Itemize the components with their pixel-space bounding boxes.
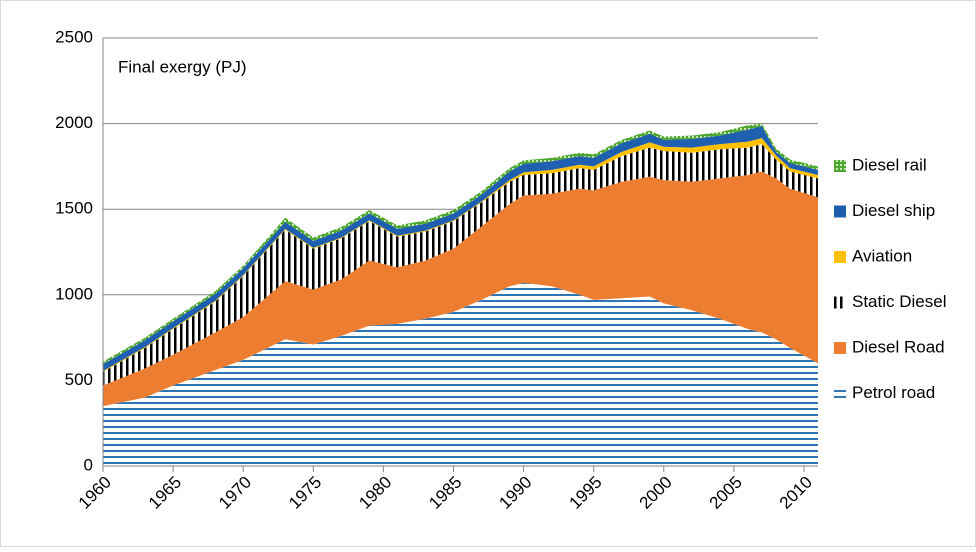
legend-swatch [834,251,846,263]
y-tick-label: 0 [84,455,93,474]
area [103,144,818,386]
area [103,171,818,407]
legend-swatch [834,387,846,400]
y-tick-label: 1000 [55,284,93,303]
legend-label: Static Diesel [852,292,946,311]
y-tick-label: 1500 [55,199,93,218]
y-tick-label: 2500 [55,27,93,46]
annotation: Final exergy (PJ) [118,57,246,76]
legend-label: Petrol road [852,383,935,402]
y-tick-label: 500 [65,370,93,389]
legend-label: Diesel Road [852,337,945,356]
legend-swatch [834,205,846,218]
area [103,282,818,466]
legend-swatch [834,342,846,354]
legend-label: Diesel rail [852,155,927,174]
legend-label: Diesel ship [852,201,935,220]
y-tick-label: 2000 [55,113,93,132]
legend-swatch [834,296,846,309]
legend-swatch [834,160,846,172]
legend-label: Aviation [852,246,912,265]
